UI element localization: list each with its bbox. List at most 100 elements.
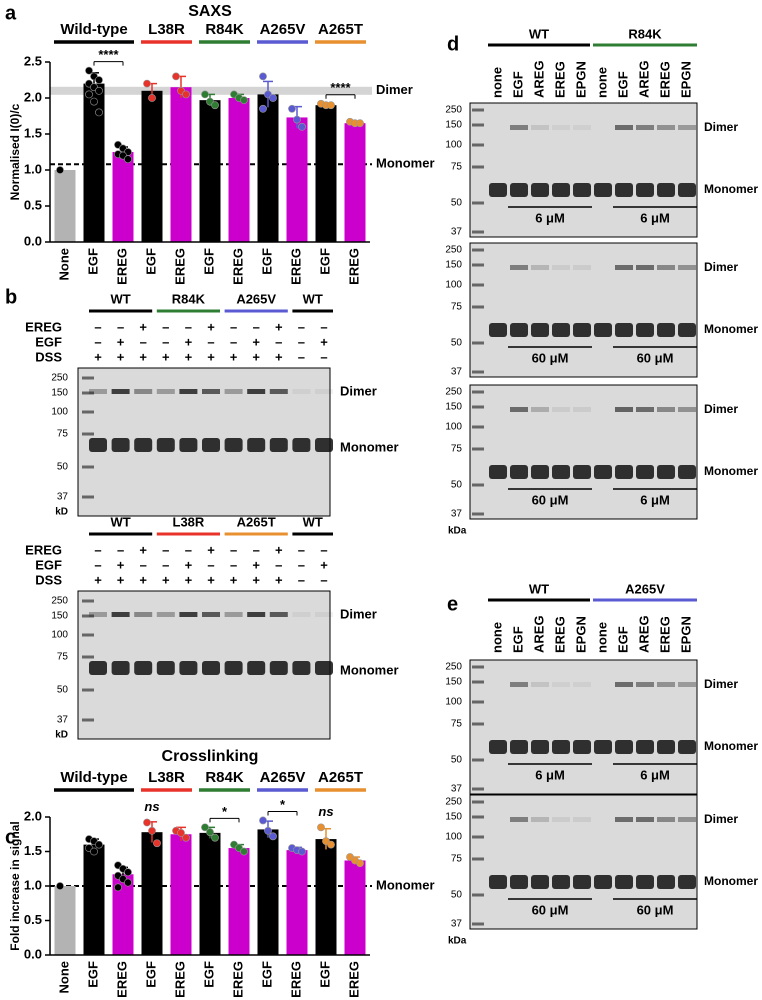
monomer-band — [615, 740, 633, 754]
concentration-label: 6 μM — [640, 492, 670, 507]
monomer-band — [615, 183, 633, 197]
ladder-band — [472, 370, 484, 374]
panel-letter: b — [5, 286, 17, 308]
ladder-band — [472, 263, 484, 267]
treatment-sign: + — [320, 557, 328, 572]
category-label: EREG — [172, 961, 187, 998]
monomer-band — [552, 323, 570, 337]
band-label: Monomer — [704, 874, 758, 888]
ladder-band — [472, 857, 484, 861]
y-tick-label: 2.0 — [24, 89, 42, 104]
dimer-band — [224, 389, 243, 394]
ladder-label: 250 — [445, 662, 462, 673]
y-tick-label: 0.0 — [24, 946, 42, 961]
data-point — [56, 166, 64, 174]
treatment-sign: + — [207, 319, 215, 334]
category-label: EGF — [85, 248, 100, 275]
dimer-band — [111, 612, 130, 617]
ladder-label: 50 — [57, 462, 69, 473]
dimer-band — [678, 125, 696, 130]
monomer-band — [657, 740, 675, 754]
dimer-band — [179, 389, 198, 394]
treatment-sign: – — [298, 349, 305, 364]
treatment-sign: + — [94, 572, 102, 587]
band-label: Monomer — [704, 739, 758, 753]
treatment-sign: – — [162, 557, 169, 572]
treatment-sign: – — [320, 349, 327, 364]
treatment-sign: + — [139, 349, 147, 364]
data-point — [327, 101, 335, 110]
category-label: EREG — [230, 248, 245, 285]
dimer-band — [552, 407, 570, 412]
band-label: Dimer — [704, 402, 738, 416]
ladder-label: 37 — [57, 492, 69, 503]
data-point — [288, 104, 296, 113]
ladder-label: 100 — [445, 140, 462, 151]
ladder-band — [82, 633, 94, 637]
category-label: EGF — [143, 961, 158, 988]
monomer-band — [678, 323, 696, 337]
dimer-band — [315, 389, 333, 394]
monomer-band — [179, 438, 198, 452]
monomer-band — [615, 875, 633, 889]
monomer-band — [269, 661, 288, 675]
ladder-band — [472, 230, 484, 234]
treatment-sign: + — [275, 319, 283, 334]
panel-letter: c — [5, 826, 16, 848]
ladder-band — [472, 390, 484, 394]
treatment-sign: – — [230, 334, 237, 349]
monomer-band — [531, 740, 549, 754]
group-header: WT — [110, 514, 130, 529]
ladder-label: 50 — [451, 755, 463, 766]
gel — [469, 659, 698, 795]
lane-label: none — [594, 67, 609, 98]
dimer-band — [678, 407, 696, 412]
monomer-band — [573, 465, 591, 479]
data-point — [56, 882, 64, 890]
monomer-band — [489, 465, 507, 479]
data-point — [177, 828, 185, 837]
bar — [141, 832, 163, 955]
dimer-band — [179, 612, 198, 617]
gel — [469, 102, 698, 238]
ladder-label: 100 — [51, 407, 68, 418]
band-label: Dimer — [340, 383, 377, 398]
treatment-sign: + — [230, 349, 238, 364]
ladder-band — [472, 787, 484, 791]
treatment-sign: + — [252, 557, 260, 572]
panel-letter: d — [447, 33, 459, 55]
data-point — [172, 72, 180, 81]
ladder-band — [472, 201, 484, 205]
ladder-band — [472, 405, 484, 409]
data-point — [143, 79, 151, 88]
ladder-band — [472, 512, 484, 516]
bar — [344, 123, 366, 242]
monomer-band — [247, 438, 266, 452]
ladder-label: 100 — [445, 832, 462, 843]
dimer-band — [678, 817, 696, 822]
dimer-band — [657, 125, 675, 130]
treatment-sign: – — [162, 319, 169, 334]
group-header: A265T — [318, 769, 363, 786]
monomer-band — [510, 465, 528, 479]
dimer-band — [531, 125, 549, 130]
dimer-band — [636, 265, 654, 270]
category-label: EGF — [317, 961, 332, 988]
group-header: A265T — [318, 21, 363, 38]
concentration-label: 60 μM — [637, 902, 674, 917]
category-label: EGF — [201, 961, 216, 988]
monomer-band — [531, 323, 549, 337]
monomer-band — [134, 661, 153, 675]
treatment-sign: + — [117, 349, 125, 364]
treatment-sign: + — [162, 349, 170, 364]
dimer-band — [531, 407, 549, 412]
group-header: WT — [303, 514, 323, 529]
ladder-label: 150 — [445, 120, 462, 131]
treatment-sign: + — [275, 542, 283, 557]
concentration-label: 60 μM — [637, 350, 674, 365]
data-point — [124, 868, 132, 877]
group-header: Wild-type — [60, 769, 127, 786]
y-tick-label: 1.5 — [24, 843, 42, 858]
dimer-band — [202, 612, 220, 617]
